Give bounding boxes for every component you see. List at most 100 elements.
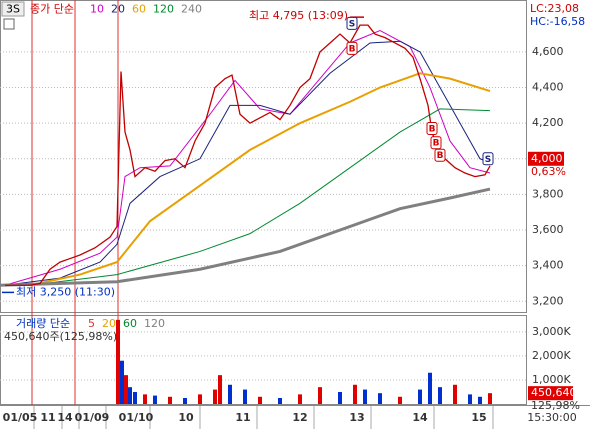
y-tick-label: 3,600 [532, 223, 564, 236]
volume-bar [153, 395, 157, 404]
signal-label: B [429, 124, 436, 134]
volume-bar [398, 396, 402, 404]
y-tick-label: 4,600 [532, 45, 564, 58]
volume-bar [120, 360, 124, 404]
volume-panel [0, 315, 527, 405]
moving-average-line [29, 108, 491, 286]
legend-entry: 20 [111, 3, 125, 16]
y-tick-label: 3,800 [532, 187, 564, 200]
volume-bar [418, 389, 422, 404]
legend-entry: 240 [181, 3, 202, 16]
y-tick-label: 3,200 [532, 294, 564, 307]
volume-bar [133, 391, 137, 404]
volume-bar [198, 394, 202, 404]
x-tick-label: 10 [178, 411, 194, 424]
volume-info: 450,640주(125,98%) [4, 330, 117, 343]
y-tick-label: 4,200 [532, 116, 564, 129]
x-tick-label: 12 [292, 411, 307, 424]
legend-entry: 60 [123, 317, 137, 330]
x-tick-label: 14 [57, 411, 73, 424]
grid-icon[interactable] [3, 18, 15, 30]
x-tick-label: 14 [412, 411, 428, 424]
volume-bar [183, 397, 187, 404]
signal-label: B [349, 44, 356, 54]
lc-label: LC:23,08 [530, 2, 579, 15]
y-tick-label: 3,000K [532, 325, 571, 338]
time-label: 15:30:00 [527, 411, 576, 424]
y-tick-label: 3,400 [532, 259, 564, 272]
current-price-label: 4,000 [531, 152, 563, 165]
moving-average-line [29, 72, 491, 287]
legend-entry: 120 [153, 3, 174, 16]
x-tick-label: 01/10 [119, 411, 154, 424]
current-volume-label: 450,640 [531, 386, 577, 399]
x-tick-label: 01/09 [75, 411, 110, 424]
signal-label: B [433, 139, 440, 149]
legend-entry: 20 [102, 317, 116, 330]
signal-label: B [437, 151, 444, 161]
moving-average-line [4, 40, 491, 286]
price-panel [0, 0, 527, 313]
volume-bar [478, 396, 482, 404]
legend-entry: 5 [88, 317, 95, 330]
volume-bar [428, 372, 432, 404]
legend-title: 종가 단순 [30, 3, 74, 16]
x-tick-label: 01/05 [3, 411, 38, 424]
x-tick-label: 13 [349, 411, 364, 424]
volume-bar [168, 396, 172, 404]
volume-bar [453, 384, 457, 404]
volume-bar [488, 393, 492, 404]
signal-marker [482, 152, 494, 166]
toolbar-button[interactable] [1, 1, 25, 17]
volume-bar [298, 394, 302, 404]
signal-label: S [349, 19, 355, 29]
volume-bar [363, 389, 367, 404]
legend-title: 거래량 단순 [16, 317, 70, 330]
hc-label: HC:-16,58 [530, 15, 585, 28]
x-tick-label: 11 [235, 411, 250, 424]
volume-bar [213, 389, 217, 404]
legend-entry: 120 [144, 317, 165, 330]
volume-bar [124, 375, 128, 404]
legend-entry: 60 [132, 3, 146, 16]
volume-bar [353, 384, 357, 404]
price-line [5, 24, 491, 286]
toolbar-button-label[interactable]: 3S [6, 3, 20, 16]
volume-bar [143, 394, 147, 404]
volume-bar [243, 389, 247, 404]
moving-average-line [4, 29, 491, 286]
y-tick-label: 4,400 [532, 81, 564, 94]
current-change-label: 0,63% [531, 165, 566, 178]
signal-marker [434, 148, 446, 162]
volume-bar [318, 387, 322, 404]
volume-bar [258, 396, 262, 404]
volume-bar [128, 387, 132, 404]
x-tick-label: 15 [471, 411, 486, 424]
annotation: 최고 4,795 (13:09) [249, 9, 348, 22]
y-tick-label: 2,000K [532, 349, 571, 362]
moving-average-line [0, 187, 491, 287]
annotation: 최저 3,250 (11:30) [16, 285, 115, 298]
signal-marker [426, 121, 438, 135]
signal-label: S [485, 155, 491, 165]
volume-bar [378, 393, 382, 404]
current-volume-box [528, 386, 573, 401]
volume-bar [468, 394, 472, 404]
volume-bar [116, 319, 120, 404]
volume-bar [438, 387, 442, 404]
current-ratio-label: 125,98% [531, 399, 580, 412]
volume-bar [218, 375, 222, 404]
y-tick-label: 1,000K [532, 373, 571, 386]
legend-entry: 10 [90, 3, 104, 16]
signal-marker [346, 16, 358, 30]
signal-marker [430, 136, 442, 150]
volume-bar [228, 384, 232, 404]
volume-bar [338, 391, 342, 404]
x-tick-label: 11 [40, 411, 55, 424]
current-price-box [528, 151, 564, 166]
volume-bar [278, 397, 282, 404]
signal-marker [346, 41, 358, 55]
